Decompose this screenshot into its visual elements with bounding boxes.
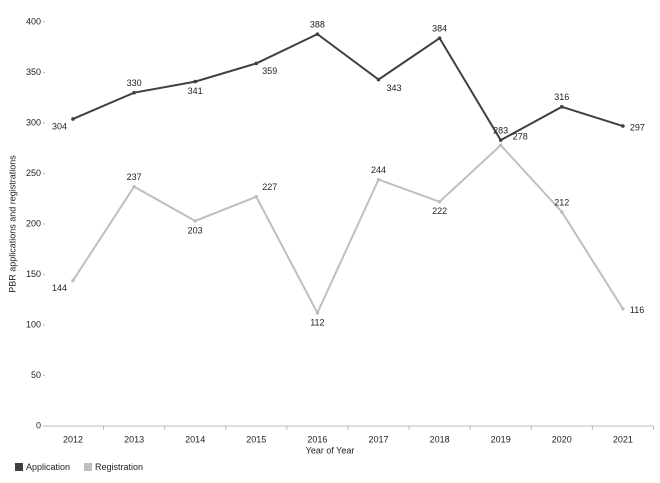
series-line (72, 143, 624, 316)
y-tick-label: 350 (26, 67, 41, 77)
x-tick-label: 2020 (552, 434, 572, 444)
data-point (254, 61, 259, 66)
data-label: 222 (432, 206, 447, 216)
data-point (376, 177, 381, 182)
x-tick-label: 2016 (307, 434, 327, 444)
data-label: 227 (262, 182, 277, 192)
data-label: 244 (371, 165, 386, 175)
data-label: 343 (387, 83, 402, 93)
data-label: 203 (188, 225, 203, 235)
data-label: 283 (493, 126, 508, 136)
x-tick-label: 2021 (613, 434, 633, 444)
data-label: 237 (127, 172, 142, 182)
x-axis-title: Year of Year (306, 445, 355, 455)
y-tick-label: 50 (31, 370, 41, 380)
y-tick-label: 0 (36, 420, 41, 430)
data-label: 116 (630, 305, 644, 315)
data-point (621, 124, 625, 128)
data-point (132, 90, 136, 95)
series-line (72, 32, 624, 142)
data-point (315, 311, 320, 315)
legend-label: Application (26, 462, 70, 472)
y-tick-label: 200 (26, 218, 41, 228)
y-tick-label: 100 (26, 319, 41, 329)
x-tick-label: 2013 (124, 434, 144, 444)
data-label: 384 (432, 24, 447, 34)
y-axis-title: PBR applications and registrations (7, 155, 17, 293)
data-point (498, 143, 503, 148)
data-point (132, 184, 136, 189)
y-tick-label: 250 (26, 168, 41, 178)
x-tick-label: 2017 (368, 434, 388, 444)
x-tick-label: 2015 (246, 434, 266, 444)
data-point (621, 307, 625, 311)
y-tick-label: 150 (26, 269, 41, 279)
data-point (254, 194, 259, 199)
data-point (71, 278, 75, 283)
data-point (71, 117, 75, 121)
data-label: 359 (262, 66, 277, 76)
x-tick-label: 2019 (491, 434, 511, 444)
data-label: 316 (554, 92, 569, 102)
x-tick-label: 2012 (63, 434, 83, 444)
data-point (560, 210, 564, 214)
data-label: 341 (188, 86, 203, 96)
x-tick-label: 2014 (185, 434, 205, 444)
data-point (437, 199, 442, 204)
y-tick-label: 300 (26, 117, 41, 127)
data-label: 212 (554, 197, 569, 207)
data-label: 297 (630, 122, 645, 132)
x-tick-label: 2018 (430, 434, 450, 444)
data-point (193, 219, 197, 223)
data-label: 330 (127, 78, 142, 88)
data-point (193, 79, 197, 84)
data-point (498, 138, 503, 142)
y-tick-label: 400 (26, 16, 41, 26)
legend-swatch (15, 463, 23, 471)
data-point (315, 32, 320, 36)
legend-swatch (84, 463, 93, 471)
data-point (560, 105, 564, 109)
legend-label: Registration (95, 462, 143, 472)
data-point (376, 77, 381, 82)
data-point (437, 36, 442, 40)
data-label: 388 (310, 19, 325, 29)
data-label: 112 (310, 317, 324, 327)
data-label: 144 (52, 283, 67, 293)
data-label: 278 (513, 132, 528, 142)
data-label: 304 (52, 121, 67, 131)
